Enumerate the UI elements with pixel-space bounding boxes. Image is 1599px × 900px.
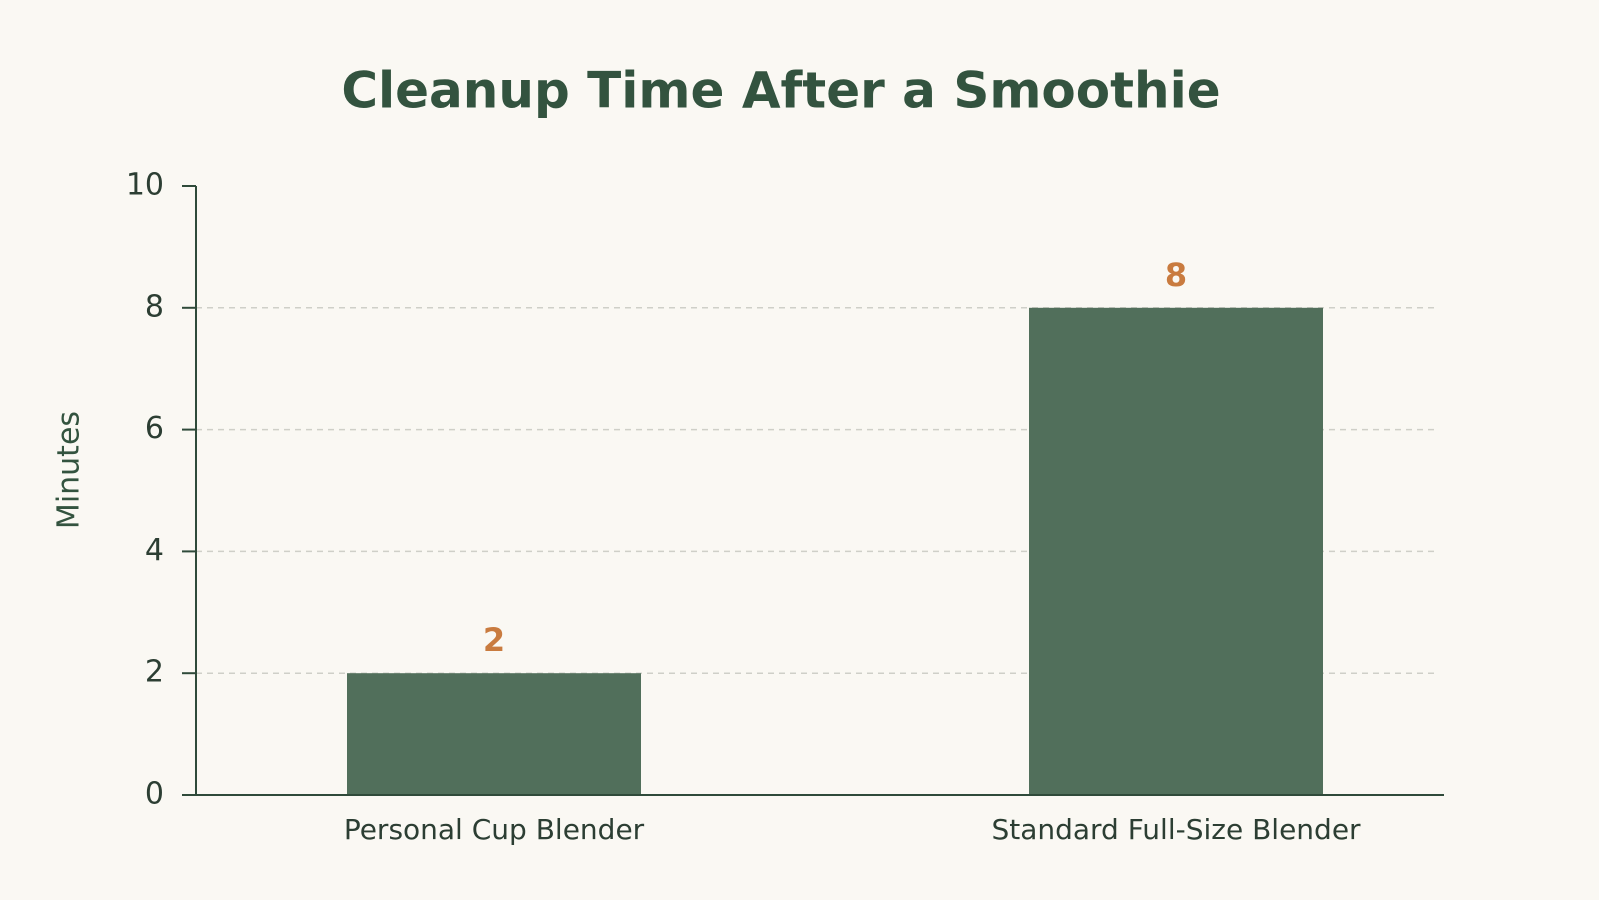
value-label: 2 xyxy=(483,621,505,659)
chart-title: Cleanup Time After a Smoothie xyxy=(341,62,1220,120)
bar xyxy=(1029,307,1323,795)
y-tick-label: 10 xyxy=(126,168,164,203)
y-tick-label: 2 xyxy=(145,655,164,690)
value-label: 8 xyxy=(1165,256,1187,294)
y-tick-label: 8 xyxy=(145,289,164,324)
y-axis-label: Minutes xyxy=(52,411,87,529)
bar xyxy=(347,673,641,795)
y-tick-label: 4 xyxy=(145,533,164,568)
y-tick-label: 6 xyxy=(145,411,164,446)
x-tick-label: Personal Cup Blender xyxy=(344,813,645,846)
y-tick-label: 0 xyxy=(145,777,164,812)
x-tick-label: Standard Full-Size Blender xyxy=(991,813,1361,846)
